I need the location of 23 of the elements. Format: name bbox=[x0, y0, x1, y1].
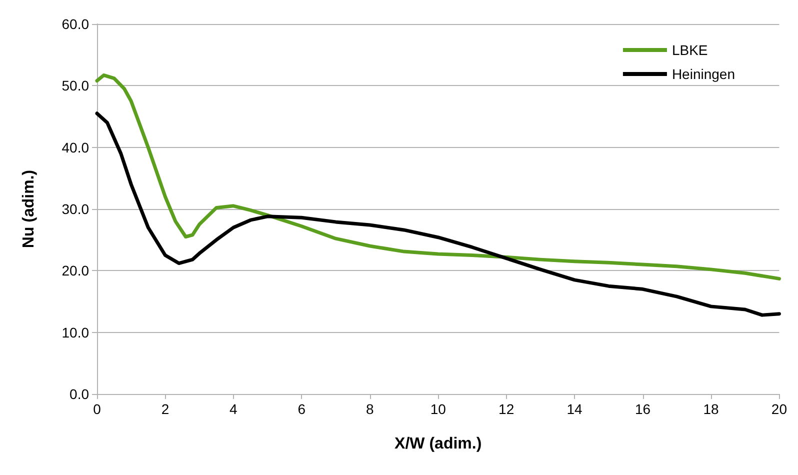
x-tick-label: 12 bbox=[498, 401, 514, 417]
legend-label: LBKE bbox=[672, 42, 708, 58]
line-series bbox=[95, 112, 781, 317]
x-tick-label: 14 bbox=[566, 401, 583, 417]
x-tick-label: 18 bbox=[703, 401, 719, 417]
y-tick-label: 30.0 bbox=[62, 201, 90, 217]
y-tick-label: 10.0 bbox=[62, 324, 90, 340]
legend-label: Heiningen bbox=[672, 66, 736, 82]
x-tick-label: 16 bbox=[634, 401, 651, 417]
x-axis-title: X/W (adim.) bbox=[394, 436, 482, 452]
y-tick-label: 0.0 bbox=[70, 386, 90, 402]
y-tick-label: 60.0 bbox=[62, 16, 90, 32]
y-axis-title: Nu (adim.) bbox=[20, 170, 38, 248]
y-tick-label: 50.0 bbox=[62, 78, 90, 94]
y-tick-label: 40.0 bbox=[62, 139, 90, 156]
x-tick-label: 0 bbox=[93, 401, 102, 417]
x-tick-label: 20 bbox=[771, 401, 788, 417]
x-tick-label: 4 bbox=[230, 401, 238, 417]
x-tick-label: 8 bbox=[366, 401, 374, 417]
x-tick-label: 6 bbox=[298, 401, 306, 417]
x-tick-label: 10 bbox=[430, 401, 446, 417]
y-tick-label: 20.0 bbox=[62, 262, 90, 279]
x-tick-label: 2 bbox=[161, 401, 170, 417]
